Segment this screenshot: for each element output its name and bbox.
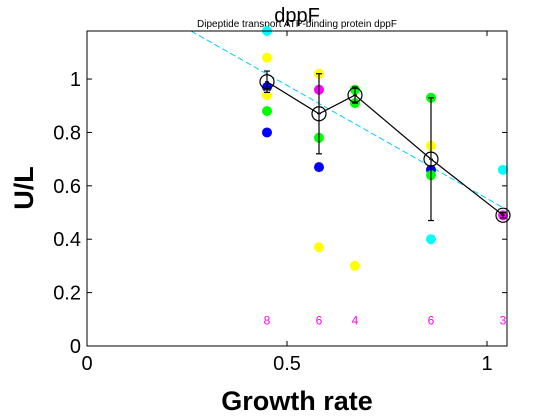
y-axis-label: U/L (9, 166, 39, 210)
y-tick-label: 0.6 (53, 176, 81, 198)
plot-area (87, 31, 507, 346)
means-layer (259, 70, 511, 223)
x-axis-ticks: 0 0.5 1 (81, 31, 493, 375)
y-tick-label: 0 (70, 336, 81, 358)
data-point (426, 234, 436, 245)
data-point (314, 242, 324, 253)
data-point (262, 106, 272, 117)
x-tick-label: 1 (481, 353, 492, 375)
chart-title: dppF (274, 5, 320, 27)
y-tick-label: 0.4 (53, 229, 81, 251)
sample-count-label: 6 (428, 314, 435, 328)
sample-count-label: 3 (500, 314, 507, 328)
data-point (498, 164, 508, 175)
y-tick-label: 0.8 (53, 122, 81, 144)
data-point (262, 52, 272, 63)
y-tick-label: 0.2 (53, 283, 81, 305)
fit-line-layer (190, 30, 508, 211)
mean-marker (259, 74, 275, 90)
x-axis-label: Growth rate (221, 386, 373, 416)
plot-frame (86, 30, 508, 347)
data-point (262, 127, 272, 138)
y-tick-label: 1 (70, 69, 81, 91)
counts-layer: 8 6 4 6 3 (264, 314, 507, 328)
x-tick-label: 0 (81, 353, 92, 375)
mean-marker (347, 87, 363, 103)
sample-count-label: 4 (352, 314, 359, 328)
y-axis-ticks: 0 0.2 0.4 0.6 0.8 1 (53, 69, 507, 358)
data-point (350, 260, 360, 271)
mean-marker (423, 151, 439, 167)
fit-line (190, 30, 508, 211)
x-tick-label: 0.5 (273, 353, 301, 375)
chart-subtitle: Dipeptide transport ATP-binding protein … (197, 19, 397, 30)
mean-marker (311, 106, 327, 122)
mean-marker (495, 207, 511, 223)
sample-count-label: 8 (264, 314, 271, 328)
data-point (314, 162, 324, 173)
sample-count-label: 6 (316, 314, 323, 328)
